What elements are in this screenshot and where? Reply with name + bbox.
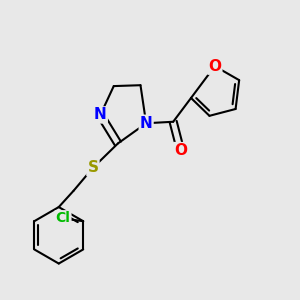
- Text: O: O: [174, 143, 187, 158]
- Text: N: N: [94, 107, 107, 122]
- Text: N: N: [140, 116, 152, 131]
- Text: Cl: Cl: [56, 211, 70, 225]
- Text: O: O: [208, 59, 221, 74]
- Text: S: S: [87, 160, 98, 175]
